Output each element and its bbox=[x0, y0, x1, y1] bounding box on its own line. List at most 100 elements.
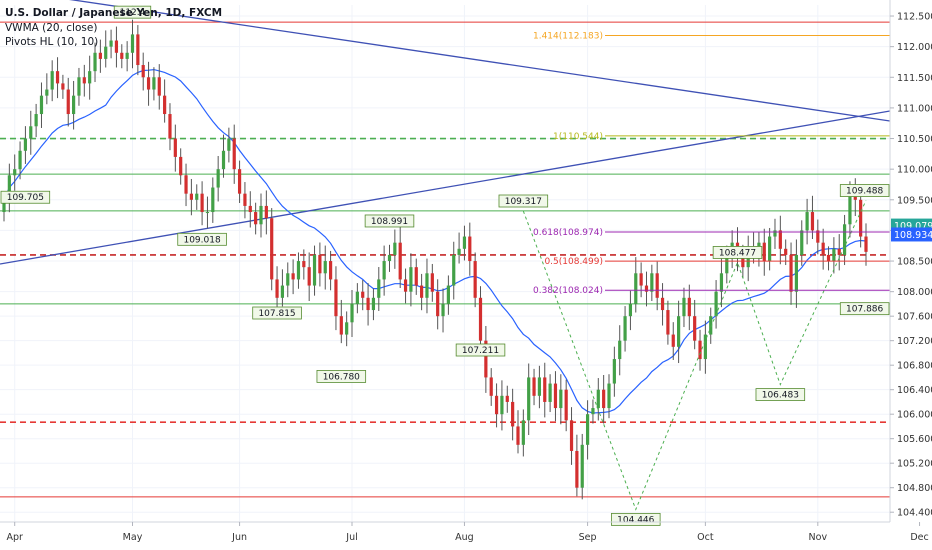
candle-body bbox=[13, 169, 17, 176]
candle-body bbox=[800, 230, 804, 255]
candle-body bbox=[302, 261, 306, 268]
pivot-label: 104.446 bbox=[617, 515, 654, 525]
candle-body bbox=[693, 316, 697, 341]
candle-body bbox=[794, 254, 798, 292]
candle-body bbox=[773, 230, 777, 237]
pivot-label: 107.886 bbox=[846, 305, 883, 315]
candle-body bbox=[189, 193, 193, 200]
candle-body bbox=[864, 236, 868, 252]
price-tick-label: 111.500 bbox=[897, 73, 932, 84]
price-tick-label: 108.000 bbox=[897, 287, 932, 298]
candle-body bbox=[39, 95, 44, 115]
candle-body bbox=[227, 138, 231, 151]
rising-trendline bbox=[0, 110, 891, 265]
pivot-label: 109.705 bbox=[7, 193, 44, 203]
candle-body bbox=[511, 401, 515, 427]
candle-body bbox=[618, 340, 622, 360]
candle-body bbox=[361, 291, 365, 298]
pivot-label-box bbox=[252, 306, 302, 320]
candle-body bbox=[468, 236, 472, 262]
candle-body bbox=[328, 261, 333, 280]
candle-body bbox=[200, 193, 204, 213]
fib-level-label: 1.414(112.183) bbox=[533, 31, 603, 41]
price-axis-layer: 104.400 104.800 105.200 105.600 106.000 106.4… bbox=[889, 0, 932, 550]
candle-body bbox=[789, 254, 793, 292]
time-axis-layer: Apr May Jun Jul Aug Sep Oct Nov Dec bbox=[0, 521, 929, 543]
candle-body bbox=[709, 316, 713, 335]
pivot-label-box bbox=[455, 343, 506, 357]
candle-body bbox=[623, 316, 627, 341]
candle-body bbox=[596, 389, 600, 409]
candle-body bbox=[254, 212, 258, 225]
candle-body bbox=[816, 230, 820, 243]
candle-body bbox=[489, 377, 493, 396]
candle-body bbox=[232, 138, 236, 170]
candle-body bbox=[387, 254, 392, 262]
price-tick-label: 111.000 bbox=[897, 103, 932, 114]
candle-body bbox=[703, 334, 707, 360]
candle-body bbox=[602, 389, 606, 409]
candle-body bbox=[430, 273, 434, 292]
fib-level-label: 1(110.544) bbox=[553, 132, 603, 142]
pivot-label: 106.483 bbox=[762, 391, 799, 401]
candle-body bbox=[826, 254, 831, 262]
candle-body bbox=[45, 89, 49, 96]
candle-body bbox=[221, 150, 226, 170]
legend-layer: U.S. Dollar / Japanese Yen, 1D, FXCM VWM… bbox=[5, 7, 222, 48]
candle-body bbox=[805, 212, 809, 231]
vwma-layer bbox=[3, 68, 867, 414]
pivot-label: 106.780 bbox=[323, 372, 360, 382]
candle-body bbox=[666, 310, 670, 335]
candle-body bbox=[725, 254, 729, 274]
candle-body bbox=[612, 359, 616, 384]
candle-body bbox=[264, 205, 268, 219]
candle-body bbox=[425, 273, 429, 298]
candle-body bbox=[286, 273, 290, 286]
price-axis-bg bbox=[890, 0, 932, 550]
candle-body bbox=[270, 218, 274, 280]
candle-body bbox=[237, 169, 242, 194]
pivot-label: 108.477 bbox=[719, 248, 756, 258]
candle-body bbox=[650, 273, 654, 292]
pivot-label-box bbox=[177, 232, 227, 246]
candle-body bbox=[837, 248, 841, 255]
candle-body bbox=[628, 303, 633, 317]
candle-body bbox=[462, 236, 467, 249]
candle-body bbox=[184, 175, 188, 194]
candle-body bbox=[585, 414, 590, 445]
pivot-label-box bbox=[839, 302, 890, 316]
candle-body bbox=[98, 52, 102, 59]
fib-labels-layer: 1.414(112.183) 1(110.544) 0.618(108.974) 0.… bbox=[533, 31, 890, 296]
candle-body bbox=[243, 193, 247, 206]
candle-body bbox=[441, 303, 445, 317]
candle-body bbox=[714, 291, 718, 317]
candle-body bbox=[34, 114, 38, 127]
candle-body bbox=[420, 285, 424, 298]
candle-body bbox=[687, 297, 691, 317]
candle-body bbox=[114, 40, 119, 53]
candle-body bbox=[682, 297, 686, 317]
candle-body bbox=[55, 71, 60, 84]
pivot-label: 109.018 bbox=[183, 235, 220, 245]
price-tick-label: 112.000 bbox=[897, 42, 932, 53]
grid-layer bbox=[0, 5, 921, 522]
candle-body bbox=[500, 395, 504, 415]
candle-body bbox=[66, 89, 70, 115]
candle-body bbox=[842, 224, 847, 255]
price-tick-label: 107.200 bbox=[897, 336, 932, 347]
candle-body bbox=[312, 254, 317, 286]
candle-body bbox=[248, 205, 252, 213]
candle-body bbox=[291, 273, 295, 280]
candle-body bbox=[403, 279, 408, 292]
indicator-pivots-label[interactable]: Pivots HL (10, 10) bbox=[5, 36, 98, 48]
fib-level-label: 0.382(108.024) bbox=[533, 286, 603, 296]
indicator-vwma-label[interactable]: VWMA (20, close) bbox=[5, 22, 97, 34]
candle-body bbox=[591, 408, 595, 415]
time-tick-label: Apr bbox=[6, 532, 23, 543]
price-tick-label: 104.400 bbox=[897, 508, 932, 519]
time-tick-label: Oct bbox=[697, 532, 714, 543]
time-tick-label: Dec bbox=[910, 532, 928, 543]
candle-body bbox=[494, 395, 499, 415]
